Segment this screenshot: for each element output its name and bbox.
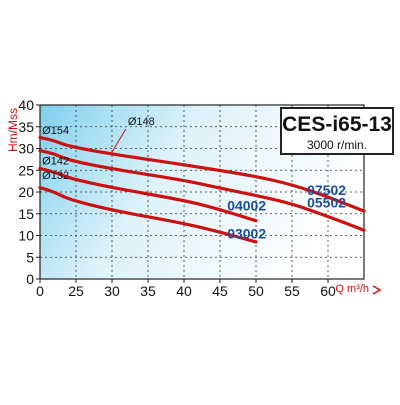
curve-05502	[38, 149, 366, 232]
y-tick-label: 10	[18, 228, 34, 244]
model-label-05502: 05502	[307, 195, 346, 211]
diameter-label: Ø148	[128, 116, 155, 128]
x-axis-label: Q m³/h	[335, 283, 369, 295]
leader-line-148	[111, 128, 127, 153]
x-tick-label: 0	[36, 283, 44, 299]
curve-04002	[38, 166, 258, 223]
title-box: CES-i65-13 3000 r/min.	[280, 107, 394, 155]
y-tick-label: 40	[18, 97, 34, 113]
model-label-07502: 07502	[307, 182, 346, 198]
model-label-03002: 03002	[227, 226, 266, 242]
axes: 0 5 10 15 20 25 30 35 40 0 25 30 35 40 45 50 55 60	[18, 97, 365, 299]
curve-07502	[38, 136, 366, 213]
x-tick-label: 25	[68, 283, 84, 299]
curve-03002	[38, 186, 258, 244]
diameter-label: Ø132	[42, 170, 69, 182]
x-tick-label: 50	[248, 283, 264, 299]
y-tick-label: 35	[18, 119, 34, 135]
x-tick-label: 35	[140, 283, 156, 299]
x-tick-label: 45	[212, 283, 228, 299]
model-label-04002: 04002	[227, 198, 266, 214]
x-axis-arrow-icon	[372, 285, 382, 295]
x-tick-label: 40	[176, 283, 192, 299]
y-tick-label: 20	[18, 184, 34, 200]
y-tick-label: 30	[18, 141, 34, 157]
x-tick-label: 30	[104, 283, 120, 299]
y-tick-label: 5	[26, 249, 34, 265]
chart-title: CES-i65-13	[282, 113, 392, 136]
y-tick-label: 25	[18, 162, 34, 178]
x-tick-label: 55	[284, 283, 300, 299]
x-tick-label: 60	[320, 283, 336, 299]
y-tick-label: 0	[26, 271, 34, 287]
chart-subtitle: 3000 r/min.	[307, 138, 367, 152]
y-axis-label: Hm/Mss	[6, 108, 20, 152]
diameter-label: Ø154	[42, 125, 69, 137]
title-box-frame	[280, 107, 394, 155]
y-tick-label: 15	[18, 206, 34, 222]
diameter-label: Ø142	[42, 156, 69, 168]
